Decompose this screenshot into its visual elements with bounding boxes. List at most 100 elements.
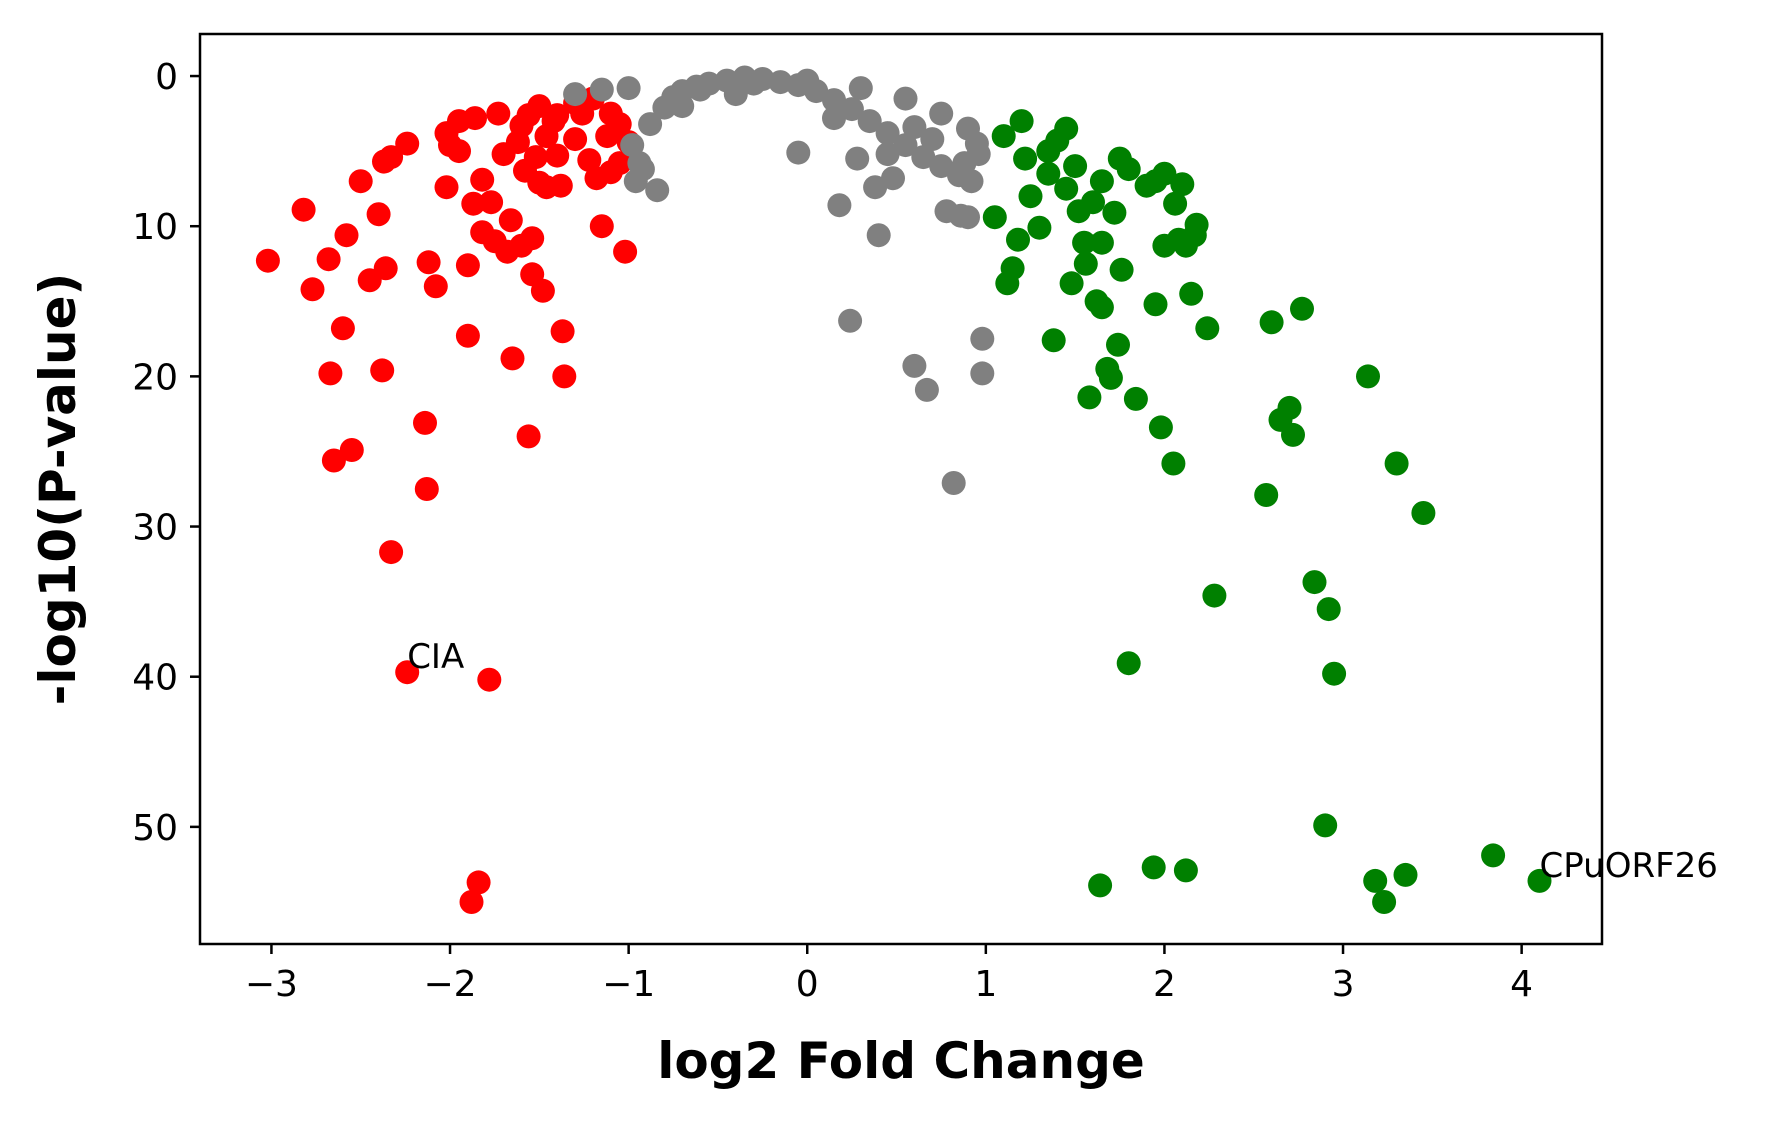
data-point: [1013, 146, 1038, 171]
data-point: [1109, 257, 1134, 282]
data-point: [1081, 190, 1105, 215]
x-axis-label: log2 Fold Change: [657, 1032, 1145, 1090]
data-point: [330, 316, 355, 341]
data-point: [1184, 212, 1209, 237]
data-point: [929, 101, 954, 126]
data-point: [881, 166, 905, 191]
data-point: [1116, 651, 1141, 676]
data-point: [318, 361, 343, 386]
data-point: [1098, 365, 1123, 390]
data-point: [459, 890, 484, 914]
data-point: [1000, 256, 1025, 281]
data-point: [1073, 251, 1098, 276]
data-point: [1302, 570, 1327, 595]
data-point: [620, 133, 645, 158]
data-point: [956, 205, 980, 230]
data-point: [795, 68, 820, 93]
data-point: [589, 77, 614, 102]
data-point: [316, 247, 341, 272]
data-point: [970, 326, 995, 351]
x-tick-label: 1: [974, 964, 997, 1005]
data-point: [255, 248, 280, 273]
data-point: [768, 70, 793, 95]
x-tick-label: 4: [1510, 964, 1533, 1005]
data-point: [741, 71, 766, 96]
data-point: [929, 154, 954, 179]
data-point: [434, 175, 459, 200]
data-point: [1141, 855, 1166, 880]
data-point: [300, 277, 325, 302]
annotations: CIA CPuORF26: [407, 637, 1718, 886]
data-point: [827, 193, 852, 218]
data-point: [1363, 868, 1388, 893]
data-point: [959, 169, 984, 194]
point-annotation: CPuORF26: [1540, 846, 1718, 886]
data-point: [486, 101, 511, 126]
data-point: [1277, 395, 1302, 420]
x-tick-label: 0: [796, 964, 819, 1005]
data-point: [1148, 415, 1173, 440]
data-point: [1143, 292, 1168, 317]
y-tick-label: 0: [155, 57, 178, 98]
data-point: [1372, 890, 1397, 914]
data-point: [822, 106, 846, 131]
data-point: [863, 175, 888, 200]
y-tick-label: 50: [132, 808, 178, 849]
data-point: [339, 438, 364, 462]
data-point: [1072, 230, 1097, 255]
data-point: [848, 76, 873, 101]
data-point: [1356, 364, 1380, 389]
data-point: [1281, 422, 1305, 447]
data-point: [1195, 316, 1220, 341]
data-point: [1107, 146, 1132, 171]
x-tick-label: 3: [1332, 964, 1355, 1005]
data-point: [970, 361, 995, 386]
data-point: [1089, 230, 1114, 255]
x-tick-label: −3: [245, 964, 298, 1005]
data-point: [638, 112, 663, 137]
data-point: [1088, 873, 1113, 898]
data-point: [607, 151, 632, 176]
data-point: [1006, 227, 1030, 252]
data-point: [1036, 139, 1061, 164]
y-tick-label: 40: [132, 658, 178, 699]
data-point: [902, 115, 927, 140]
data-point: [447, 139, 471, 164]
data-point: [1527, 868, 1552, 893]
data-point: [466, 870, 491, 895]
data-point: [470, 167, 495, 192]
data-point: [395, 131, 420, 156]
data-point: [1009, 109, 1034, 134]
data-point: [321, 448, 346, 473]
data-point: [455, 323, 480, 348]
data-point: [838, 308, 863, 333]
data-point: [577, 148, 602, 173]
data-point: [461, 191, 486, 216]
data-point: [982, 205, 1007, 230]
data-point: [1027, 215, 1052, 240]
data-point: [786, 140, 811, 165]
data-point: [291, 197, 316, 222]
data-point: [1393, 862, 1418, 887]
data-point: [1170, 172, 1195, 197]
data-point: [1259, 310, 1284, 335]
data-point: [1481, 843, 1506, 868]
data-point: [616, 76, 641, 101]
data-points: [255, 65, 1552, 914]
data-point: [413, 410, 437, 435]
data-point: [645, 178, 670, 203]
plot-frame: [198, 32, 1604, 946]
data-point: [991, 124, 1016, 149]
x-tick-label: 2: [1153, 964, 1176, 1005]
data-point: [523, 145, 548, 170]
data-point: [423, 274, 448, 299]
data-point: [893, 133, 918, 158]
data-point: [1161, 451, 1186, 476]
data-point: [723, 82, 748, 107]
data-point: [845, 146, 870, 171]
data-point: [527, 94, 552, 119]
data-point: [1316, 597, 1341, 622]
y-axis-label: -log10(P-value): [29, 273, 87, 706]
data-point: [914, 377, 939, 402]
